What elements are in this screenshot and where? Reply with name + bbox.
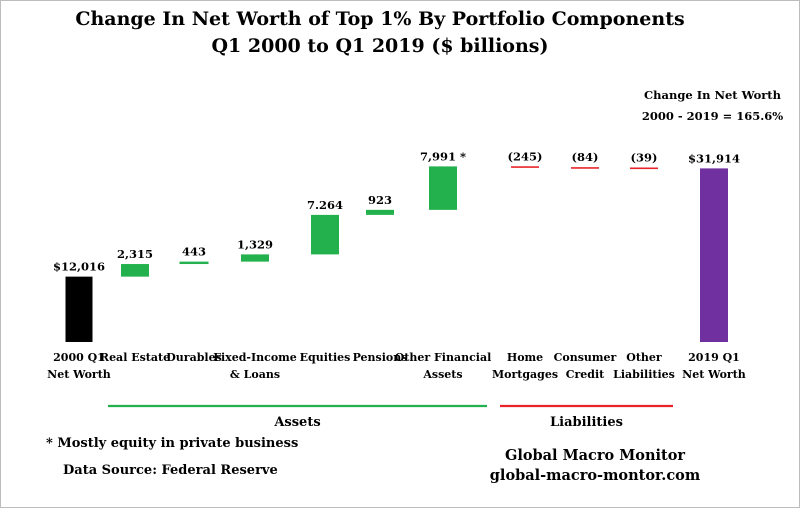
category-label-home-mortgages: Home <box>507 351 543 364</box>
category-label-consumer-credit: Consumer <box>554 351 617 364</box>
bar-pensions <box>366 209 394 215</box>
category-label-other-financial-assets: Other Financial <box>395 351 492 364</box>
category-label-2000-q1-net-worth: 2000 Q1 <box>53 351 105 364</box>
category-label-equities: Equities <box>300 351 351 364</box>
data-label-other-financial-assets: 7,991 * <box>420 149 466 163</box>
category-label-real-estate: Real Estate <box>100 351 170 364</box>
data-label-equities: 7.264 <box>307 198 343 212</box>
bar-equities <box>311 214 339 255</box>
data-label-pensions: 923 <box>368 193 392 207</box>
category-label-durables: Durables <box>166 351 222 364</box>
bar-consumer-credit <box>571 167 599 169</box>
data-label-other-liabilities: (39) <box>631 150 658 164</box>
bar-2000-q1-net-worth <box>65 276 93 342</box>
category-label-fixed-income-loans: & Loans <box>230 368 280 381</box>
chart-subtitle: Q1 2000 to Q1 2019 ($ billions) <box>211 35 549 57</box>
bar-home-mortgages <box>511 166 539 168</box>
data-label-fixed-income-loans: 1,329 <box>237 237 273 251</box>
annotation-line-2: 2000 - 2019 = 165.6% <box>641 109 784 123</box>
data-label-consumer-credit: (84) <box>572 150 599 164</box>
group-label-assets: Assets <box>273 415 320 430</box>
annotation-line-1: Change In Net Worth <box>644 88 781 102</box>
data-source: Data Source: Federal Reserve <box>63 463 278 478</box>
category-label-2019-q1-net-worth: 2019 Q1 <box>688 351 740 364</box>
category-label-2000-q1-net-worth: Net Worth <box>47 368 111 381</box>
brand-name: Global Macro Monitor <box>504 447 686 464</box>
bar-fixed-income-loans <box>241 254 269 262</box>
chart-title: Change In Net Worth of Top 1% By Portfol… <box>75 8 685 30</box>
data-label-durables: 443 <box>182 245 206 259</box>
group-label-liabilities: Liabilities <box>550 415 623 430</box>
footnote: * Mostly equity in private business <box>46 436 299 451</box>
category-label-other-financial-assets: Assets <box>422 368 462 381</box>
data-label-2019-q1-net-worth: $31,914 <box>688 151 740 165</box>
bar-other-financial-assets <box>429 166 457 210</box>
bar-2019-q1-net-worth <box>700 168 728 342</box>
category-label-fixed-income-loans: Fixed-Income <box>213 351 297 364</box>
data-label-2000-q1-net-worth: $12,016 <box>53 260 105 274</box>
bar-durables <box>179 261 209 265</box>
data-label-home-mortgages: (245) <box>508 149 543 163</box>
brand-url: global-macro-montor.com <box>489 467 701 484</box>
category-label-pensions: Pensions <box>353 351 408 364</box>
category-label-other-liabilities: Liabilities <box>613 368 675 381</box>
bar-other-liabilities <box>630 167 658 170</box>
category-label-other-liabilities: Other <box>626 351 662 364</box>
category-label-consumer-credit: Credit <box>566 368 605 381</box>
bar-real-estate <box>121 264 149 277</box>
category-label-home-mortgages: Mortgages <box>492 368 558 381</box>
data-label-real-estate: 2,315 <box>117 247 153 261</box>
category-label-2019-q1-net-worth: Net Worth <box>682 368 746 381</box>
